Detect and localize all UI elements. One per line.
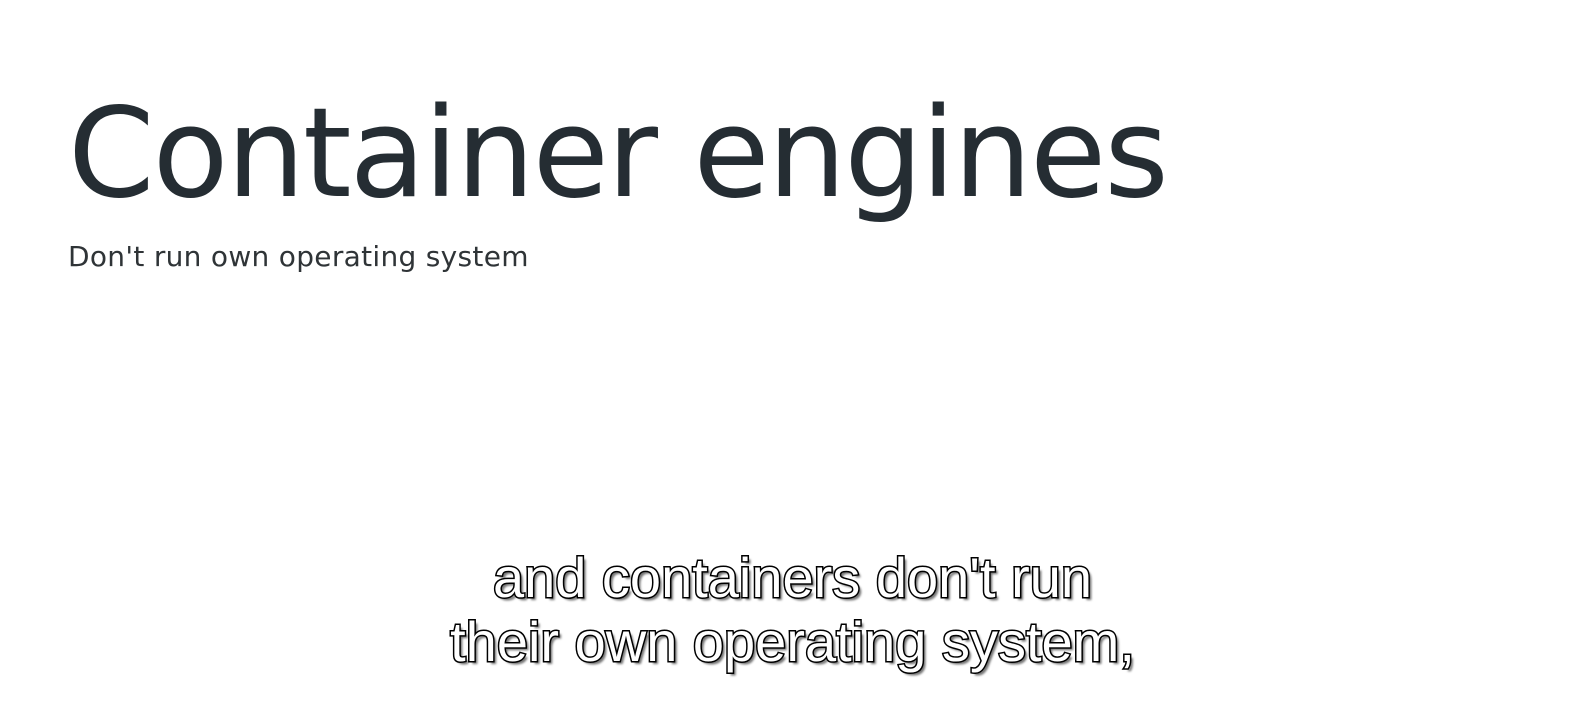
caption-line-1: and containers don't run <box>491 545 1093 611</box>
slide-title: Container engines <box>68 82 1169 226</box>
video-caption: and containers don't run their own opera… <box>0 545 1585 675</box>
caption-line-2: their own operating system, <box>449 609 1137 675</box>
slide-subtitle: Don't run own operating system <box>68 240 529 273</box>
